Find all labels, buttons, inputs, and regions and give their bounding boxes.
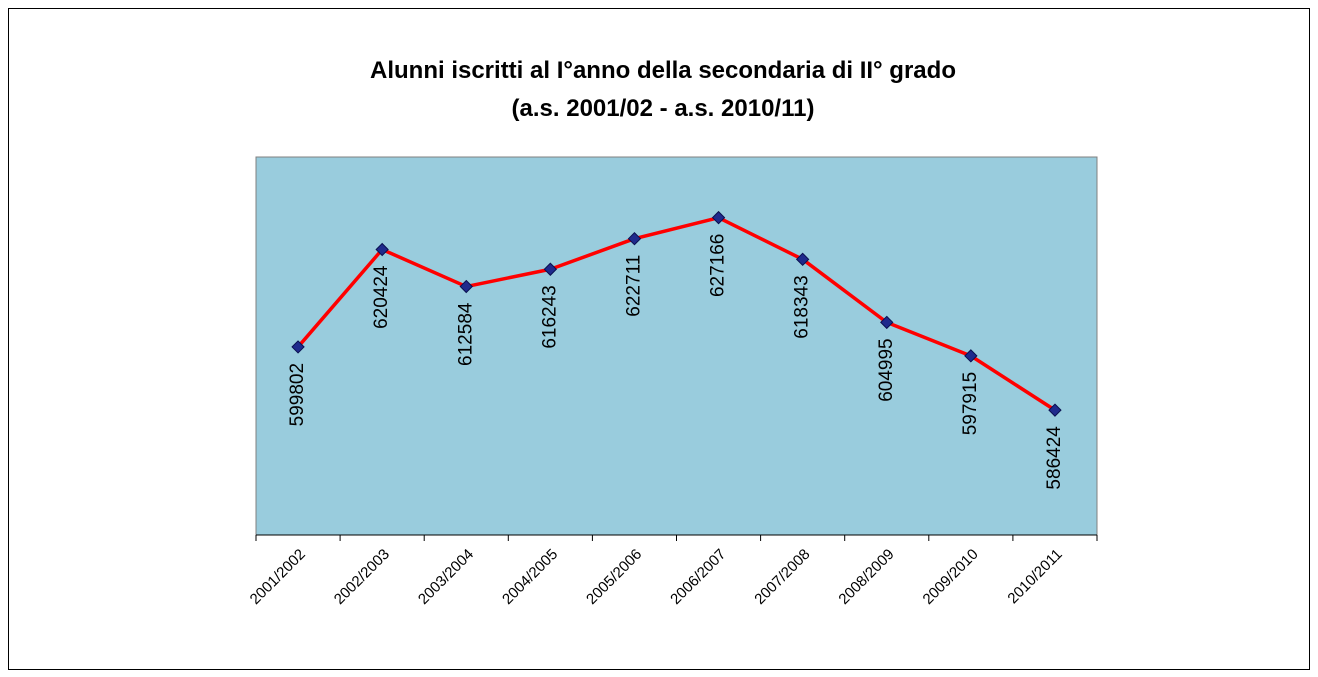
marker [375, 242, 389, 257]
marker [459, 279, 473, 294]
marker [711, 210, 726, 225]
marker [795, 252, 810, 267]
marker [291, 340, 305, 354]
data-label: 599802 [287, 363, 308, 426]
marker [543, 262, 558, 276]
chart-subtitle: (a.s. 2001/02 - a.s. 2010/11) [512, 95, 815, 122]
data-label: 604995 [876, 338, 897, 401]
chart-title: Alunni iscritti al I°anno della secondar… [370, 57, 956, 84]
data-label: 612584 [455, 302, 476, 366]
marker [627, 231, 642, 246]
data-label: 622711 [623, 255, 644, 317]
data-label: 618343 [792, 275, 813, 338]
data-label: 586424 [1044, 426, 1065, 490]
data-label: 620424 [371, 265, 392, 329]
plot-background [255, 156, 1098, 536]
marker [1048, 403, 1062, 417]
data-label: 597915 [960, 372, 981, 435]
data-label: 627166 [708, 234, 729, 297]
line [296, 215, 1056, 412]
marker [964, 349, 978, 363]
marker [880, 315, 894, 330]
data-label: 616243 [539, 285, 560, 348]
